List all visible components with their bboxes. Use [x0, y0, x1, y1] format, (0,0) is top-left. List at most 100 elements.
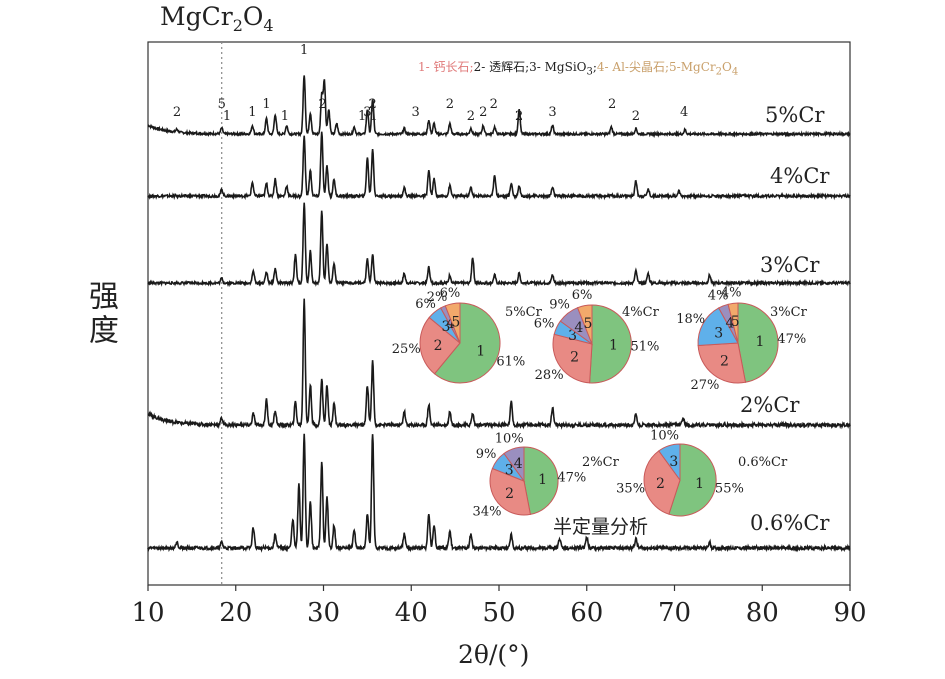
- x-tick-label: 30: [307, 598, 340, 628]
- series-line-2%Cr: [147, 298, 851, 430]
- pie-percent-label: 6%: [440, 286, 461, 301]
- pie-name-label: 2%Cr: [582, 455, 620, 470]
- pie-slice-5%Cr-1: [433, 302, 501, 384]
- series-label-0.6%Cr: 0.6%Cr: [750, 511, 830, 535]
- peak-label: 1: [300, 43, 308, 58]
- pie-slice-number: 2: [570, 350, 579, 366]
- pie-slice-number: 4: [725, 316, 734, 332]
- peak-label: 3: [411, 105, 419, 120]
- series-line-3%Cr: [147, 202, 851, 288]
- pie-name-label: 0.6%Cr: [738, 455, 788, 470]
- x-tick-label: 90: [833, 598, 866, 628]
- series-line-5%Cr: [147, 75, 851, 139]
- x-tick-label: 50: [482, 598, 515, 628]
- x-tick-label: 10: [131, 598, 164, 628]
- peak-label: 1: [369, 109, 377, 124]
- pie-slice-2%Cr-1: [523, 446, 559, 515]
- pie-percent-label: 9%: [476, 447, 497, 462]
- phase-note-3: 3- MgSiO3;: [529, 60, 597, 78]
- peak-label: 3: [363, 105, 371, 120]
- peak-label: 1: [248, 105, 256, 120]
- pie-slice-number: 1: [609, 338, 618, 354]
- series-label-3%Cr: 3%Cr: [760, 253, 820, 277]
- peak-label: 2: [467, 109, 475, 124]
- pie-slice-4%Cr-1: [589, 304, 632, 384]
- phase-note-2: 2- 透辉石;: [473, 60, 530, 74]
- pie-percent-label: 6%: [415, 297, 436, 312]
- peak-label: 2: [608, 97, 616, 112]
- peak-label: 1: [358, 109, 366, 124]
- pie-percent-label: 61%: [496, 355, 525, 370]
- pie-slice-2%Cr-4: [503, 446, 525, 483]
- pie-slice-number: 4: [574, 320, 583, 336]
- y-axis-label: 强度: [83, 280, 118, 348]
- pie-slice-number: 3: [714, 325, 723, 341]
- pie-slice-number: 5: [731, 314, 740, 330]
- pie-slice-number: 3: [568, 328, 577, 344]
- pie-slice-number: 1: [755, 334, 764, 350]
- pie-percent-label: 55%: [715, 482, 744, 497]
- pie-percent-label: 51%: [631, 340, 660, 355]
- peak-label: 5: [218, 97, 226, 112]
- pie-slice-3%Cr-2: [697, 342, 747, 384]
- semi-quant-annotation: 半定量分析: [553, 516, 649, 538]
- x-tick-label: 60: [570, 598, 603, 628]
- pie-percent-label: 10%: [650, 428, 679, 443]
- series-line-0.6%Cr: [147, 433, 851, 553]
- pie-slice-number: 2: [720, 353, 729, 369]
- phase-note-4: 4- Al-尖晶石;: [596, 60, 670, 74]
- series-label-4%Cr: 4%Cr: [770, 164, 830, 188]
- pie-slice-number: 3: [669, 454, 678, 470]
- phase-note-5: 5-MgCr2O4: [669, 60, 739, 78]
- pie-slice-number: 4: [446, 316, 455, 332]
- pie-slice-number: 3: [442, 319, 451, 335]
- pie-name-label: 4%Cr: [622, 305, 660, 320]
- pie-slice-5%Cr-2: [419, 316, 461, 375]
- pie-slice-number: 5: [584, 316, 593, 332]
- pie-slice-4%Cr-5: [576, 304, 593, 345]
- pie-percent-label: 9%: [549, 298, 570, 313]
- pie-slice-4%Cr-2: [552, 333, 593, 384]
- pie-slice-number: 2: [505, 486, 514, 502]
- chart-title: MgCr2O4: [160, 2, 274, 35]
- pie-slice-number: 4: [514, 456, 523, 472]
- pie-percent-label: 47%: [777, 332, 806, 347]
- pie-percent-label: 34%: [473, 504, 502, 519]
- pie-name-label: 3%Cr: [770, 305, 808, 320]
- peak-label: 2: [479, 105, 487, 120]
- peak-label: 1: [223, 109, 231, 124]
- peak-label: 2: [173, 105, 181, 120]
- pie-slice-number: 1: [476, 343, 485, 359]
- pie-slice-number: 1: [695, 476, 704, 492]
- series-line-4%Cr: [147, 131, 851, 201]
- pie-percent-label: 18%: [676, 312, 705, 327]
- series-label-2%Cr: 2%Cr: [740, 393, 800, 417]
- pie-percent-label: 4%: [721, 285, 742, 300]
- x-tick-label: 20: [219, 598, 252, 628]
- pie-slice-2%Cr-2: [489, 467, 531, 516]
- series-label-5%Cr: 5%Cr: [765, 103, 825, 127]
- peak-label: 2: [632, 109, 640, 124]
- pie-slice-5%Cr-5: [444, 302, 461, 344]
- pie-percent-label: 2%: [427, 290, 448, 305]
- pie-slice-3%Cr-3: [697, 307, 739, 347]
- peak-label: 1: [262, 97, 270, 112]
- pie-slice-0.6%Cr-3: [658, 443, 681, 482]
- peak-label: 2: [515, 109, 523, 124]
- peak-label: 2: [318, 97, 326, 112]
- pie-percent-label: 25%: [392, 342, 421, 357]
- pie-slice-0.6%Cr-2: [643, 450, 681, 515]
- peak-label: 2: [368, 97, 376, 112]
- pie-slice-3%Cr-1: [737, 302, 779, 383]
- pie-percent-label: 35%: [616, 482, 645, 497]
- phase-note-1: 1- 钙长石;: [418, 60, 474, 74]
- pie-percent-label: 6%: [572, 288, 593, 303]
- phase-legend-note: 1- 钙长石;2- 透辉石;3- MgSiO3;4- Al-尖晶石;5-MgCr…: [418, 58, 738, 77]
- x-axis-label: 2θ/(°): [458, 640, 530, 669]
- pie-slice-number: 1: [538, 472, 547, 488]
- peak-label: 2: [446, 97, 454, 112]
- pie-percent-label: 47%: [557, 471, 586, 486]
- pie-percent-label: 10%: [495, 431, 524, 446]
- x-tick-label: 80: [746, 598, 779, 628]
